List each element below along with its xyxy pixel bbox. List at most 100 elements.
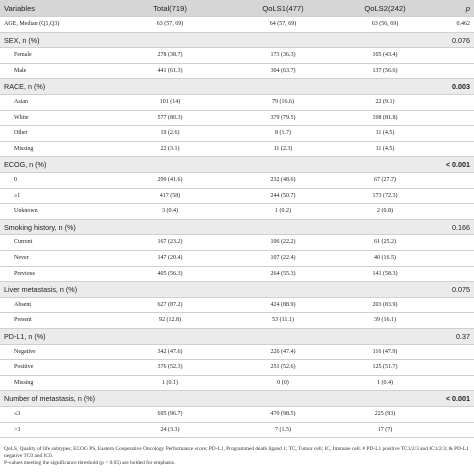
cell: Never [14,255,29,261]
cell: 627 (87.2) [157,301,183,308]
data-row: Current 167 (23.2) 106 (22.2) 61 (25.2) [0,235,474,251]
data-row: AGE, Median (Q1,Q3) 63 (57, 69) 64 (57, 69… [0,17,474,33]
cell: 232 (48.6) [270,177,296,183]
header-cell: Total(719) [153,4,187,13]
cell: 101 (14) [159,99,181,105]
cell: 7 (1.5) [275,426,291,433]
p-value: 0.003 [452,82,470,92]
cell: 11 (4.5) [375,145,395,152]
data-row: Missing 22 (3.1) 11 (2.3) 11 (4.5) [0,142,474,158]
section-row: SEX, n (%) 0.076 [0,32,474,49]
cell: Male [14,67,27,74]
cell: 11 (4.5) [375,130,395,137]
cell: Present [14,317,32,324]
cell: Missing [14,145,34,152]
cell: Absent [14,301,31,308]
data-row: 0 299 (41.6) 232 (48.6) 67 (27.7) [0,173,474,189]
cell: 24 (3.3) [160,426,180,433]
data-row: Absent 627 (87.2) 424 (88.9) 203 (83.9) [0,298,474,314]
cell: 203 (83.9) [372,301,398,308]
cell: 299 (41.6) [157,177,183,183]
header-cell: p [465,4,470,13]
cell: ≥1 [14,192,21,199]
cell: 107 (22.4) [270,255,296,261]
cell: 147 (20.4) [157,255,183,261]
cell: Negative [14,348,36,355]
cell: 379 (79.5) [270,114,296,121]
header-row: Variables Total(719) QoLS1(477) QoLS2(242) p [0,0,474,17]
section-row: Liver metastasis, n (%) 0.075 [0,282,474,298]
cell: 441 (61.3) [157,67,183,74]
cell: 417 (58) [159,192,181,199]
cell: Previous [14,270,35,277]
cell: 125 (51.7) [372,364,398,371]
cell: 244 (50.7) [270,192,296,199]
cell: 61 (25.2) [374,239,396,246]
data-row: Female 278 (38.7) 173 (36.3) 105 (43.4) [0,48,474,64]
cell: 424 (88.9) [270,301,296,308]
section-row: ECOG, n (%) < 0.001 [0,157,474,173]
cell: 19 (2.6) [160,130,180,137]
p-value: < 0.001 [445,160,470,170]
section-label: Number of metastasis, n (%) [4,394,96,404]
cell: White [14,114,29,121]
cell: 577 (80.3) [157,114,183,121]
data-row: Previous 405 (56.3) 264 (55.3) 141 (58.3) [0,267,474,283]
data-row: >3 24 (3.3) 7 (1.5) 17 (7) [0,423,474,439]
cell: 92 (12.8) [159,317,181,324]
section-row: Number of metastasis, n (%) < 0.001 [0,391,474,407]
data-row: Negative 342 (47.6) 226 (47.4) 116 (47.9) [0,345,474,361]
cell: 0.462 [456,21,471,27]
data-row: White 577 (80.3) 379 (79.5) 198 (81.8) [0,111,474,127]
cell: 405 (56.3) [157,270,183,277]
cell: 342 (47.6) [157,348,183,355]
cell: 22 (3.1) [160,145,180,152]
data-row: Present 92 (12.8) 53 (11.1) 39 (16.1) [0,313,474,329]
cell: 105 (43.4) [372,52,398,59]
section-label: SEX, n (%) [4,35,40,45]
cell: 264 (55.3) [270,270,296,277]
cell: Asian [14,99,28,105]
footnotes: QoLS, Quality of life subtypes; ECOG PS,… [4,446,470,467]
section-row: PD-L1, n (%) 0.37 [0,329,474,345]
data-row: Unknown 3 (0.4) 1 (0.2) 2 (0.8) [0,204,474,220]
cell: 0 [14,177,17,183]
cell: 63 (57, 69) [156,21,184,27]
cell: 470 (98.5) [270,411,296,417]
p-value: 0.076 [452,35,470,45]
cell: 40 (16.5) [374,255,396,261]
data-row: Male 441 (61.3) 304 (63.7) 137 (56.6) [0,64,474,80]
cell: 2 (0.8) [377,208,393,215]
p-value: < 0.001 [445,394,470,404]
header-cell: Variables [4,4,36,13]
cell: Unknown [14,208,38,215]
section-label: Liver metastasis, n (%) [4,285,78,295]
cell: 8 (1.7) [275,130,291,137]
cell: 1 (0.4) [377,379,393,386]
footnote: P-values meeting the significance thresh… [4,460,176,466]
cell: 11 (2.3) [273,145,293,152]
data-row: ≥1 417 (58) 244 (50.7) 173 (72.3) [0,189,474,205]
p-value: 0.166 [452,222,470,232]
p-value: 0.075 [452,285,470,295]
cell: 173 (72.3) [372,192,398,199]
cell: 116 (47.9) [372,348,398,355]
cell: 376 (52.3) [157,364,183,371]
section-row: RACE, n (%) 0.003 [0,79,474,95]
cell: 22 (9.1) [375,99,395,105]
cell: 106 (22.2) [270,239,296,246]
cell: 225 (93) [374,411,396,417]
cell: 137 (56.6) [372,67,398,74]
cell: 226 (47.4) [270,348,296,355]
data-row: Positive 376 (52.3) 251 (52.6) 125 (51.7) [0,360,474,376]
section-row: Smoking history, n (%) 0.166 [0,219,474,236]
cell: AGE, Median (Q1,Q3) [4,21,60,27]
data-row: Asian 101 (14) 79 (16.6) 22 (9.1) [0,95,474,111]
cell: 198 (81.8) [372,114,398,121]
cell: Current [14,239,33,246]
cell: 0 (0) [277,379,289,386]
cell: Other [14,130,28,137]
header-cell: QoLS1(477) [262,4,304,13]
data-row: ≤3 695 (96.7) 470 (98.5) 225 (93) [0,407,474,423]
